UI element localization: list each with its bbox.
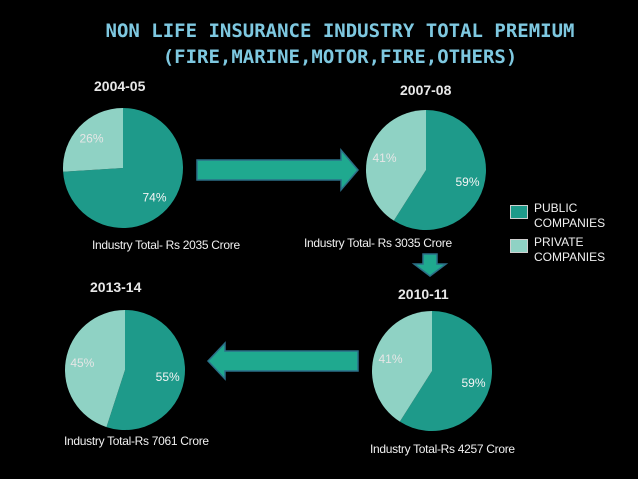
arrow-right-icon [196, 147, 359, 193]
pie-2010-11-slice-private [372, 311, 432, 422]
period-2013-14: 2013-14 [90, 279, 142, 295]
pie-2010-11-label-public: 59% [461, 376, 485, 390]
period-2007-08: 2007-08 [400, 82, 452, 98]
arrow-down-icon [411, 253, 449, 277]
pie-2007-08-slice-private [366, 110, 426, 221]
pie-2013-14-label-public: 55% [156, 370, 180, 384]
pie-2004-05-label-private: 26% [79, 131, 103, 145]
caption-2004-05: Industry Total- Rs 2035 Crore [92, 238, 240, 252]
pie-2004-05-label-public: 74% [142, 191, 166, 205]
caption-2007-08: Industry Total- Rs 3035 Crore [304, 236, 452, 250]
chart-title-line-2: (FIRE,MARINE,MOTOR,FIRE,OTHERS) [162, 46, 518, 68]
pie-2010-11-label-private: 41% [378, 352, 402, 366]
pie-2013-14-slice-private [65, 310, 125, 428]
period-2004-05: 2004-05 [94, 78, 146, 94]
pie-2007-08-label-public: 59% [455, 175, 479, 189]
period-2010-11: 2010-11 [398, 286, 449, 302]
legend-swatch-private [510, 239, 528, 253]
legend-public-line2: COMPANIES [534, 216, 606, 230]
caption-2013-14: Industry Total-Rs 7061 Crore [64, 434, 209, 448]
legend-swatch-public [510, 205, 528, 219]
arrow-left-icon [206, 341, 359, 381]
caption-2010-11: Industry Total-Rs 4257 Crore [370, 442, 515, 456]
legend-private-line1: PRIVATE [534, 235, 584, 249]
pie-2013-14-slice-public [106, 310, 185, 430]
pie-2004-05-slice-private [63, 108, 123, 172]
legend-label-public: PUBLIC COMPANIES [534, 201, 605, 231]
pie-2007-08-slice-public [393, 110, 487, 230]
pie-2013-14-label-private: 45% [70, 356, 94, 370]
legend-public-line1: PUBLIC [534, 201, 578, 215]
pie-2007-08-label-private: 41% [372, 151, 396, 165]
pie-2004-05-slice-public [63, 108, 184, 229]
chart-title-line-1: NON LIFE INSURANCE INDUSTRY TOTAL PREMIU… [105, 20, 575, 42]
pie-2010-11-slice-public [399, 311, 492, 431]
legend-label-private: PRIVATE COMPANIES [534, 235, 605, 265]
legend-private-line2: COMPANIES [534, 250, 606, 264]
